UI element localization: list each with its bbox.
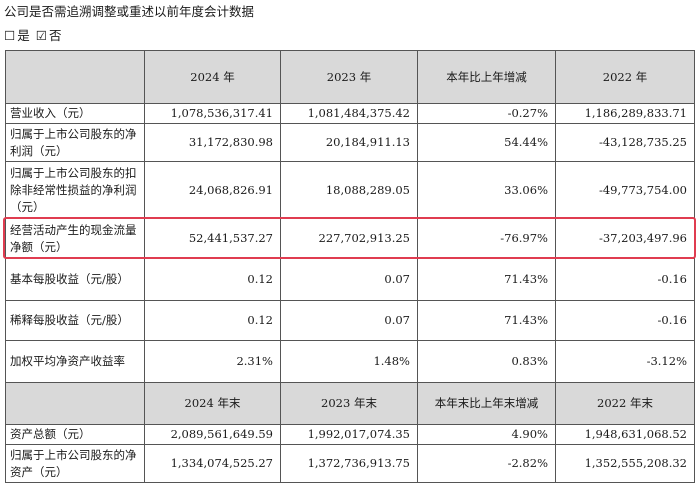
- value-cell: 1,352,555,208.32: [555, 444, 695, 483]
- subheader-2022-end: 2022 年末: [555, 382, 695, 425]
- value-cell: 20,184,911.13: [280, 123, 418, 162]
- table-row: 归属于上市公司股东的扣除非经常性损益的净利润（元） 24,068,826.91 …: [5, 161, 695, 219]
- value-cell: 1,334,074,525.27: [144, 444, 281, 483]
- table-row: 加权平均净资产收益率 2.31% 1.48% 0.83% -3.12%: [5, 340, 695, 383]
- value-cell: -0.16: [555, 300, 695, 341]
- subheader-2024-end: 2024 年末: [144, 382, 281, 425]
- header-change: 本年比上年增减: [417, 50, 556, 104]
- value-cell: 71.43%: [417, 258, 556, 301]
- value-cell: 24,068,826.91: [144, 161, 281, 219]
- table-row: 归属于上市公司股东的净资产（元） 1,334,074,525.27 1,372,…: [5, 444, 695, 483]
- value-cell: 71.43%: [417, 300, 556, 341]
- row-label: 经营活动产生的现金流量净额（元）: [5, 218, 145, 259]
- value-cell: 52,441,537.27: [144, 218, 281, 259]
- value-cell: -0.16: [555, 258, 695, 301]
- table-subheader-row: 2024 年末 2023 年末 本年末比上年末增减 2022 年末: [5, 382, 695, 425]
- value-cell: 54.44%: [417, 123, 556, 162]
- subheader-blank: [5, 382, 145, 425]
- value-cell: 0.12: [144, 258, 281, 301]
- value-cell: -76.97%: [417, 218, 556, 259]
- choice-no-label: 否: [48, 28, 62, 43]
- value-cell: -2.82%: [417, 444, 556, 483]
- value-cell: -37,203,497.96: [555, 218, 695, 259]
- value-cell: -3.12%: [555, 340, 695, 383]
- financial-data-table: 2024 年 2023 年 本年比上年增减 2022 年 营业收入（元） 1,0…: [5, 50, 695, 483]
- value-cell: -43,128,735.25: [555, 123, 695, 162]
- value-cell: 2.31%: [144, 340, 281, 383]
- row-label: 基本每股收益（元/股）: [5, 258, 145, 301]
- table-row: 归属于上市公司股东的净利润（元） 31,172,830.98 20,184,91…: [5, 123, 695, 162]
- value-cell: -49,773,754.00: [555, 161, 695, 219]
- value-cell: 227,702,913.25: [280, 218, 418, 259]
- row-label: 资产总额（元）: [5, 424, 145, 445]
- row-label: 加权平均净资产收益率: [5, 340, 145, 383]
- value-cell: 0.07: [280, 300, 418, 341]
- choice-yes-label: 是: [17, 28, 30, 43]
- value-cell: 31,172,830.98: [144, 123, 281, 162]
- value-cell: 1,372,736,913.75: [280, 444, 418, 483]
- row-label: 归属于上市公司股东的扣除非经常性损益的净利润（元）: [5, 161, 145, 219]
- header-2024: 2024 年: [144, 50, 281, 104]
- header-2023: 2023 年: [280, 50, 418, 104]
- table-row: 稀释每股收益（元/股） 0.12 0.07 71.43% -0.16: [5, 300, 695, 341]
- value-cell: 0.83%: [417, 340, 556, 383]
- checkbox-yes[interactable]: ☐: [4, 28, 16, 43]
- row-label: 稀释每股收益（元/股）: [5, 300, 145, 341]
- value-cell: 1,992,017,074.35: [280, 424, 418, 445]
- value-cell: 1,078,536,317.41: [144, 103, 281, 124]
- value-cell: 4.90%: [417, 424, 556, 445]
- restatement-choices: ☐ 是 ☑ 否: [4, 27, 63, 45]
- table-header-row: 2024 年 2023 年 本年比上年增减 2022 年: [5, 50, 695, 104]
- subheader-2023-end: 2023 年末: [280, 382, 418, 425]
- value-cell: 1,081,484,375.42: [280, 103, 418, 124]
- checkbox-no[interactable]: ☑: [35, 28, 47, 43]
- subheader-change: 本年末比上年末增减: [417, 382, 556, 425]
- table-row: 营业收入（元） 1,078,536,317.41 1,081,484,375.4…: [5, 103, 695, 124]
- row-label: 归属于上市公司股东的净利润（元）: [5, 123, 145, 162]
- value-cell: 1,948,631,068.52: [555, 424, 695, 445]
- header-blank: [5, 50, 145, 104]
- value-cell: 2,089,561,649.59: [144, 424, 281, 445]
- value-cell: 1.48%: [280, 340, 418, 383]
- value-cell: 0.12: [144, 300, 281, 341]
- table-row-highlighted: 经营活动产生的现金流量净额（元） 52,441,537.27 227,702,9…: [5, 218, 695, 259]
- row-label: 归属于上市公司股东的净资产（元）: [5, 444, 145, 483]
- table-row: 基本每股收益（元/股） 0.12 0.07 71.43% -0.16: [5, 258, 695, 301]
- section-intro: 公司是否需追溯调整或重述以前年度会计数据: [4, 4, 255, 19]
- value-cell: 33.06%: [417, 161, 556, 219]
- value-cell: 1,186,289,833.71: [555, 103, 695, 124]
- header-2022: 2022 年: [555, 50, 695, 104]
- value-cell: 0.07: [280, 258, 418, 301]
- value-cell: -0.27%: [417, 103, 556, 124]
- table-row: 资产总额（元） 2,089,561,649.59 1,992,017,074.3…: [5, 424, 695, 445]
- row-label: 营业收入（元）: [5, 103, 145, 124]
- value-cell: 18,088,289.05: [280, 161, 418, 219]
